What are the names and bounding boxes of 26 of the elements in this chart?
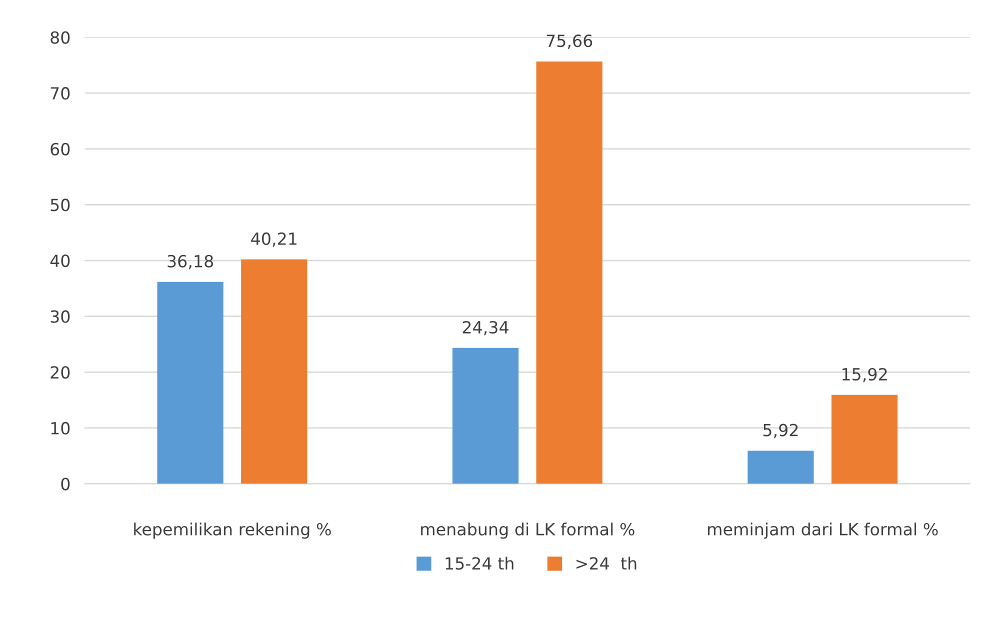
y-tick-label: 70 [50, 87, 70, 100]
legend-label: 15-24 th [446, 556, 514, 570]
data-label: 75,66 [546, 34, 592, 49]
data-label: 24,34 [462, 320, 508, 336]
y-tick-label: 60 [50, 142, 70, 156]
x-tick-label: meminjam dari LK formal % [708, 522, 938, 539]
bar [452, 348, 519, 484]
y-tick-label: 0 [61, 478, 70, 490]
y-tick-label: 10 [51, 422, 70, 435]
y-tick-label: 50 [50, 198, 70, 212]
data-label: 40,21 [251, 232, 296, 247]
bar [536, 61, 602, 484]
y-tick-label: 30 [50, 310, 70, 323]
y-tick-label: 20 [50, 366, 70, 379]
y-tick-label: 40 [50, 254, 70, 268]
bar [831, 394, 898, 484]
data-label: 15,92 [842, 368, 887, 382]
legend-label: >24 th [576, 556, 636, 570]
bar [241, 259, 308, 484]
data-label: 36,18 [168, 254, 214, 270]
x-tick-label: menabung di LK formal % [421, 522, 634, 539]
data-label: 5,92 [763, 424, 798, 438]
bar [157, 282, 224, 484]
bar [748, 450, 814, 484]
y-tick-label: 80 [50, 31, 70, 44]
x-tick-label: kepemilikan rekening % [134, 522, 331, 539]
